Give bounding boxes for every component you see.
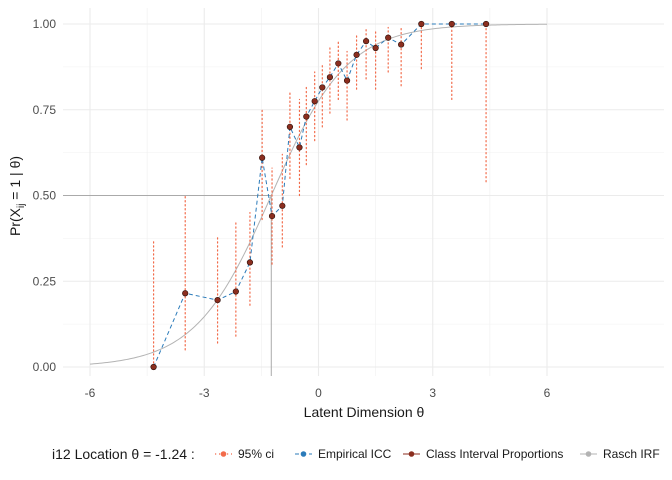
rasch-irf-layer — [89, 23, 548, 365]
legend-label: Empirical ICC — [318, 447, 392, 461]
legend-key-empirical — [295, 451, 312, 457]
x-tick-label: 0 — [315, 386, 322, 400]
class-interval-point — [335, 60, 342, 67]
rasch-irf-curve — [89, 23, 548, 365]
legend-label: Rasch IRF — [603, 447, 660, 461]
legend-dot — [300, 451, 307, 457]
class-interval-point — [343, 77, 351, 84]
class-interval-point — [398, 41, 405, 48]
class-interval-point — [303, 113, 310, 120]
class-interval-point — [363, 38, 370, 45]
legend-title: i12 Location θ = -1.24 : — [52, 446, 195, 462]
legend-label: 95% ci — [238, 447, 274, 461]
class-interval-point — [214, 297, 221, 304]
reference-lines — [63, 195, 272, 376]
y-axis-title: Pr(Xij = 1 | θ) — [7, 156, 27, 236]
class-interval-point — [286, 123, 294, 130]
x-tick-label: -6 — [85, 386, 96, 400]
class-interval-point — [296, 144, 303, 151]
grid-major — [63, 8, 664, 376]
legend-label: Class Interval Proportions — [426, 447, 563, 461]
y-tick-label: 0.50 — [33, 189, 57, 203]
x-tick-label: -3 — [199, 386, 210, 400]
class-interval-point — [319, 84, 326, 91]
legend: i12 Location θ = -1.24 : 95% ci Empirical… — [52, 446, 660, 462]
class-interval-point — [418, 20, 425, 28]
class-interval-point — [150, 363, 157, 371]
legend-dot — [220, 451, 227, 457]
class-interval-point — [232, 288, 239, 295]
ci-layer — [152, 23, 487, 368]
legend-dot — [408, 451, 415, 457]
class-interval-point — [326, 74, 334, 81]
class-interval-point — [279, 202, 286, 209]
class-interval-point — [246, 259, 254, 266]
x-axis-ticks: -6 -3 0 3 6 — [85, 386, 551, 400]
legend-key-ci — [215, 451, 232, 457]
y-tick-label: 0.25 — [33, 274, 57, 288]
legend-key-rasch — [580, 451, 597, 457]
y-tick-label: 1.00 — [33, 17, 57, 31]
grid-minor — [63, 8, 664, 376]
class-interval-point — [385, 34, 392, 41]
y-tick-label: 0.75 — [33, 103, 57, 117]
x-axis-title: Latent Dimension θ — [304, 404, 425, 420]
class-interval-point — [482, 20, 490, 28]
class-interval-point — [311, 98, 318, 105]
class-interval-point — [372, 44, 379, 52]
class-interval-point — [353, 51, 360, 58]
legend-key-points — [403, 451, 420, 457]
y-tick-label: 0.00 — [33, 360, 57, 374]
class-interval-points-layer — [150, 20, 490, 371]
class-interval-point — [448, 20, 455, 28]
x-tick-label: 3 — [429, 386, 436, 400]
class-interval-point — [182, 290, 189, 297]
class-interval-point — [268, 212, 276, 220]
y-axis-ticks: 0.00 0.25 0.50 0.75 1.00 — [33, 17, 57, 374]
class-interval-point — [259, 154, 266, 161]
x-tick-label: 6 — [544, 386, 551, 400]
legend-dot — [585, 451, 592, 457]
